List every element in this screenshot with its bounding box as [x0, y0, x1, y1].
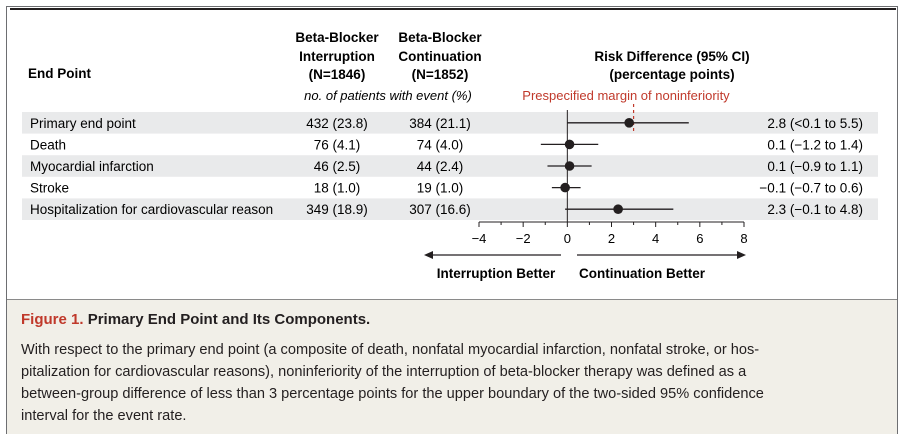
- row-ci-text: 2.3 (−0.1 to 4.8): [767, 202, 863, 217]
- top-rule: [10, 8, 896, 10]
- header-risk-line2: (percentage points): [609, 67, 734, 82]
- point-estimate: [564, 139, 575, 150]
- x-tick-label: −2: [516, 231, 531, 246]
- row-interruption-value: 432 (23.8): [306, 116, 368, 131]
- margin-label: Prespecified margin of noninferiority: [522, 88, 730, 103]
- row-stripe: [22, 198, 878, 220]
- header-continuation-line1: Beta-Blocker: [398, 30, 482, 45]
- forest-plot: End Point Beta-Blocker Interruption (N=1…: [22, 30, 878, 281]
- row-interruption-value: 76 (4.1): [314, 137, 361, 152]
- row-label: Death: [30, 137, 66, 152]
- row-continuation-value: 19 (1.0): [417, 181, 464, 196]
- row-stripes: [22, 112, 878, 220]
- x-axis: −4 −2 0 2 4 6 8: [472, 221, 748, 246]
- row-ci-text: 2.8 (<0.1 to 5.5): [767, 116, 863, 131]
- x-tick-label: 0: [564, 231, 571, 246]
- row-label: Hospitalization for cardiovascular reaso…: [30, 202, 273, 217]
- header-risk-line1: Risk Difference (95% CI): [594, 49, 749, 64]
- point-estimate: [624, 118, 634, 128]
- header-interruption-line1: Beta-Blocker: [295, 30, 379, 45]
- table-rows: Primary end point 432 (23.8) 384 (21.1) 2.8…: [30, 116, 863, 217]
- header-continuation-line2: Continuation: [398, 49, 481, 64]
- caption-title: Primary End Point and Its Components.: [87, 311, 371, 328]
- x-tick-label: 6: [696, 231, 703, 246]
- row-continuation-value: 307 (16.6): [409, 202, 471, 217]
- header-interruption-line2: Interruption: [299, 49, 375, 64]
- caption-line-4: interval for the event rate.: [21, 408, 187, 424]
- row-stripe: [22, 112, 878, 134]
- row-continuation-value: 44 (2.4): [417, 159, 464, 174]
- header-continuation-line3: (N=1852): [412, 67, 469, 82]
- row-interruption-value: 18 (1.0): [314, 181, 361, 196]
- caption-line-3: between-group difference of less than 3 …: [21, 386, 764, 402]
- row-interruption-value: 349 (18.9): [306, 202, 368, 217]
- header-interruption-line3: (N=1846): [309, 67, 366, 82]
- point-estimate: [613, 204, 623, 214]
- right-arrow-head: [737, 251, 746, 259]
- row-stripe: [22, 155, 878, 177]
- x-tick-label: −4: [472, 231, 487, 246]
- caption-line-2: pitalization for cardiovascular reasons)…: [21, 364, 747, 380]
- caption-label: Figure 1.: [21, 311, 84, 328]
- left-arrow-head: [424, 251, 433, 259]
- row-continuation-value: 74 (4.0): [417, 137, 464, 152]
- table-row: Myocardial infarction 46 (2.5) 44 (2.4) 0.1…: [30, 159, 863, 174]
- row-ci-text: 0.1 (−1.2 to 1.4): [767, 137, 863, 152]
- direction-arrows: [424, 251, 746, 259]
- row-label: Stroke: [30, 181, 69, 196]
- table-row: Primary end point 432 (23.8) 384 (21.1) 2.8…: [30, 116, 863, 131]
- point-estimate: [564, 161, 575, 171]
- x-tick-label: 8: [740, 231, 747, 246]
- caption-line-1: With respect to the primary end point (a…: [21, 342, 760, 358]
- table-row: Hospitalization for cardiovascular reaso…: [30, 202, 863, 217]
- xlabel-right: Continuation Better: [579, 266, 706, 281]
- header-end-point: End Point: [28, 66, 91, 81]
- row-label: Myocardial infarction: [30, 159, 154, 174]
- caption-heading: Figure 1. Primary End Point and Its Comp…: [21, 311, 370, 328]
- table-row: Stroke 18 (1.0) 19 (1.0) −0.1 (−0.7 to 0.6): [30, 181, 863, 196]
- row-ci-text: 0.1 (−0.9 to 1.1): [767, 159, 863, 174]
- xlabel-left: Interruption Better: [437, 266, 556, 281]
- header-subheader: no. of patients with event (%): [304, 88, 472, 103]
- row-label: Primary end point: [30, 116, 136, 131]
- row-ci-text: −0.1 (−0.7 to 0.6): [759, 181, 863, 196]
- caption-box: Figure 1. Primary End Point and Its Comp…: [7, 299, 897, 434]
- x-tick-label: 4: [652, 231, 659, 246]
- row-continuation-value: 384 (21.1): [409, 116, 471, 131]
- row-interruption-value: 46 (2.5): [314, 159, 361, 174]
- table-row: Death 76 (4.1) 74 (4.0) 0.1 (−1.2 to 1.4): [30, 137, 863, 152]
- x-tick-label: 2: [608, 231, 615, 246]
- point-estimate: [560, 182, 570, 193]
